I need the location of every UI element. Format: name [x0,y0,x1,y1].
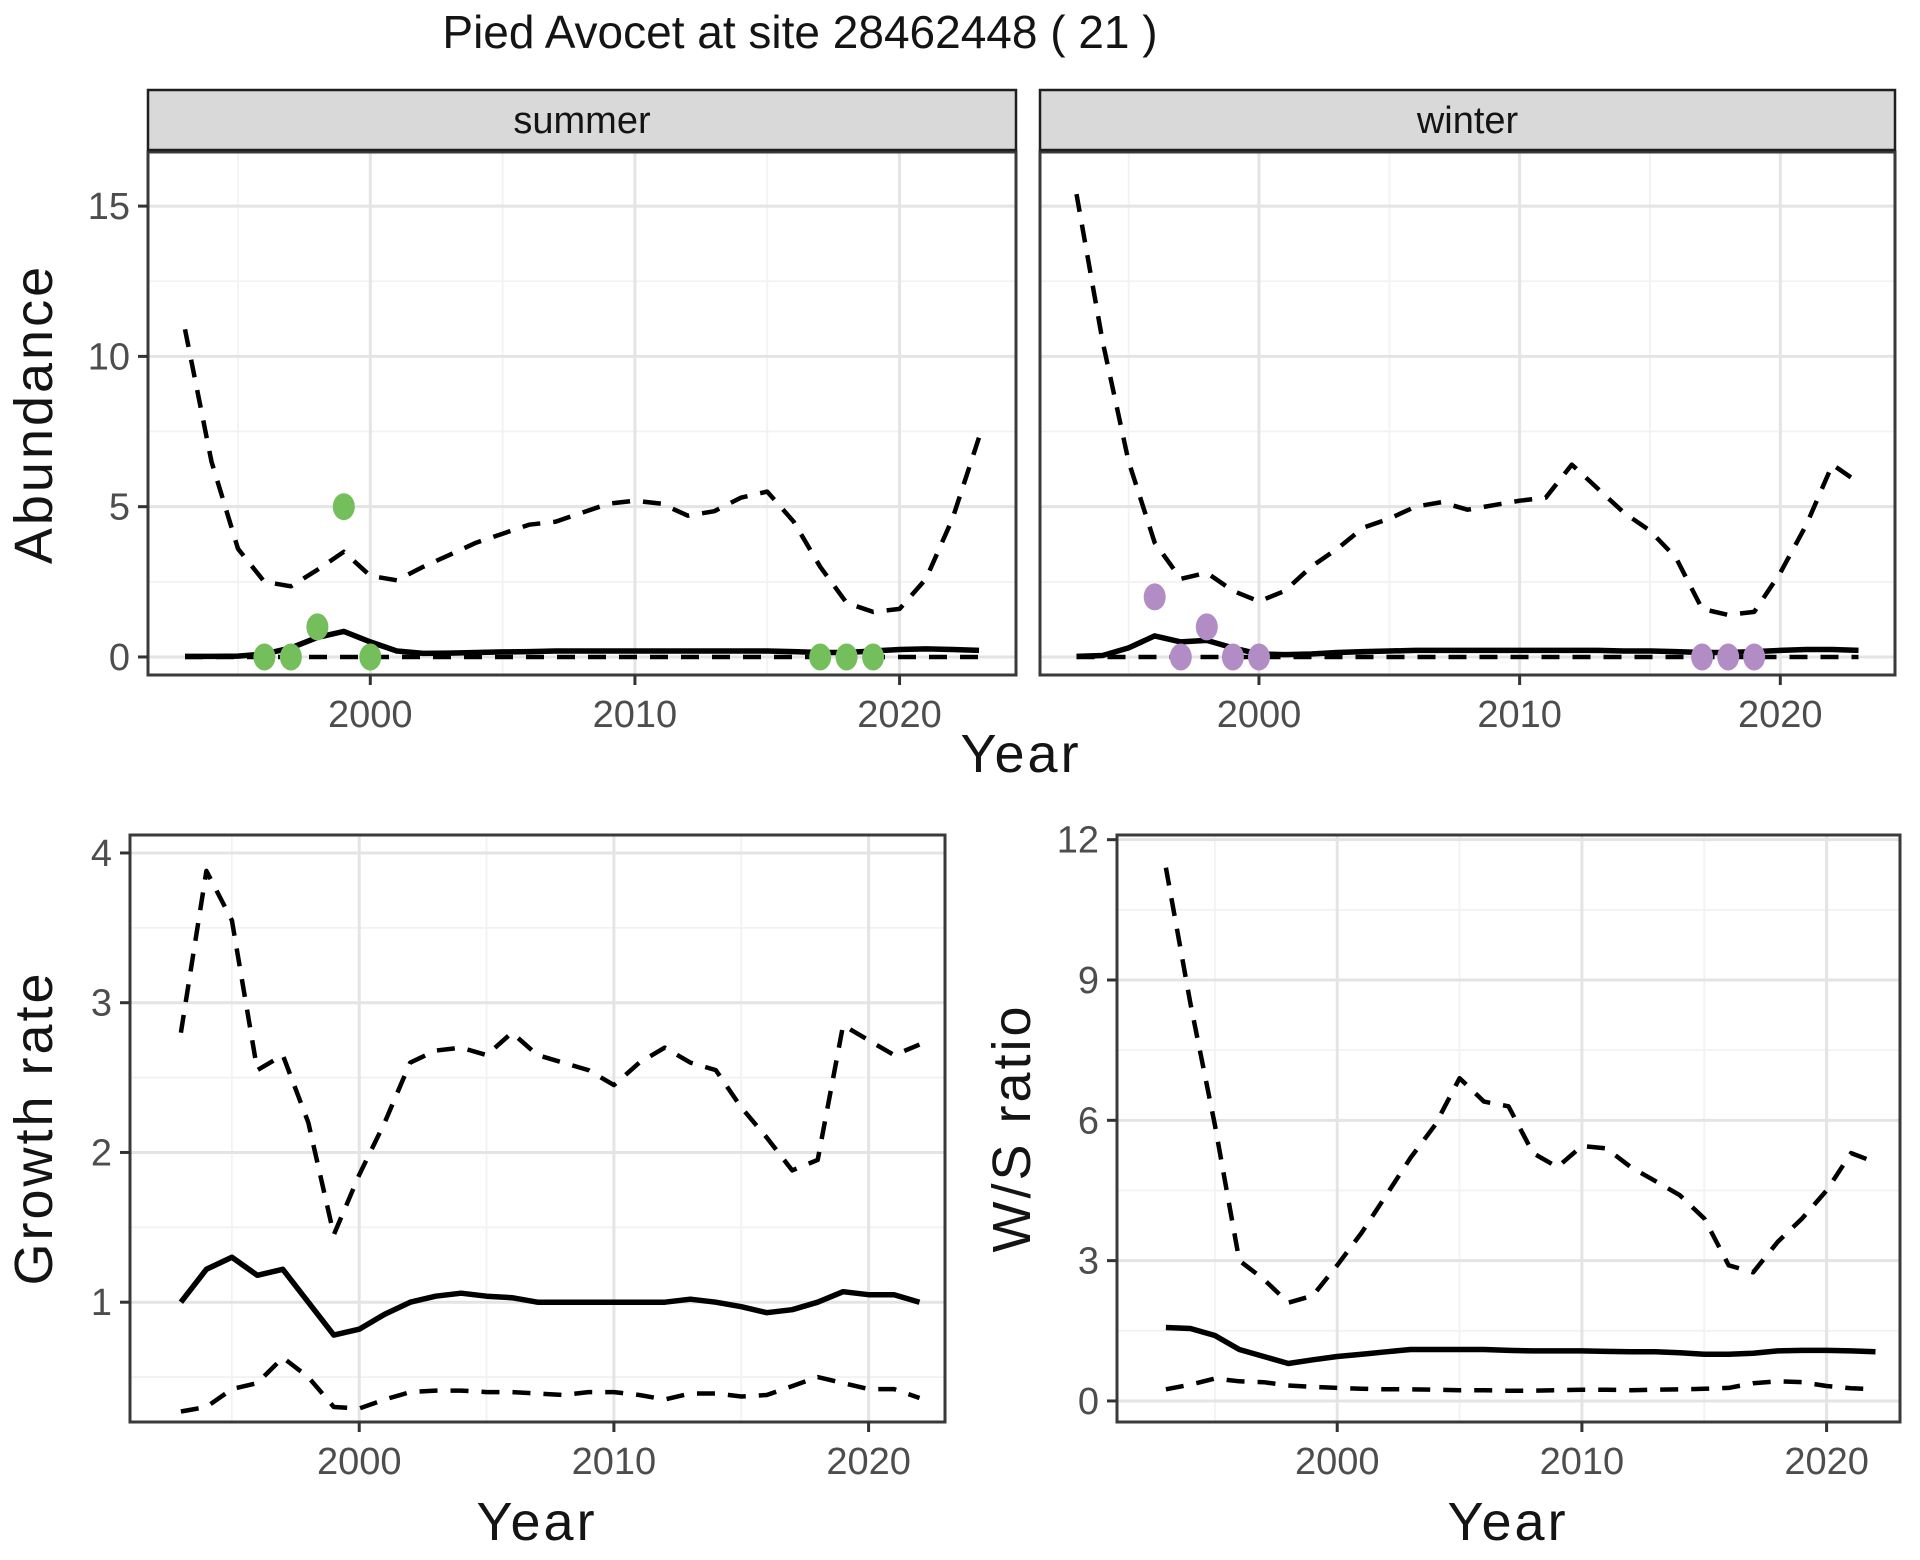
series-lower-credible-interval [180,1355,921,1414]
y-tick-label: 10 [88,336,130,378]
data-point [1717,643,1740,671]
data-point [1195,613,1218,641]
data-point [279,643,302,671]
data-point [809,643,832,671]
year-axis-title-top: Year [960,724,1081,784]
data-point [1143,583,1166,611]
data-point [1169,643,1192,671]
panel-growth-rate: 2000 2010 2020 1 2 3 4 [91,833,947,1483]
panel-border [1115,833,1902,1424]
facet-strip [1038,88,1897,152]
y-tick-label: 9 [1078,960,1099,1002]
series-upper-credible-interval [1163,867,1877,1305]
series-median-estimate [1165,1324,1876,1367]
growth-rate-axis-title: Growth rate [4,970,64,1285]
x-tick-label: 2010 [593,694,678,736]
data-point [253,643,276,671]
series-upper-credible-interval [182,328,982,615]
x-tick-label: 2020 [826,1441,911,1483]
series-median-estimate [1076,633,1859,660]
facet-strip [146,88,1018,152]
data-point [306,613,329,641]
data-point [862,643,885,671]
abundance-axis-title: Abundance [4,264,64,564]
ws-ratio-axis-title: W/S ratio [982,1003,1042,1252]
x-tick-label: 2010 [1477,694,1562,736]
series-upper-credible-interval [178,868,921,1238]
panel-abundance-winter: winter 2000 2010 2020 [1038,88,1897,736]
y-tick-label: 5 [109,487,130,529]
y-tick-label: 0 [1078,1381,1099,1423]
data-point [1248,643,1270,671]
data-point [359,643,382,671]
facet-strip-label: summer [513,100,651,142]
y-tick-label: 3 [1078,1241,1099,1283]
y-tick-label: 3 [91,983,112,1025]
series-median-estimate [185,628,980,660]
panel-abundance-summer: summer 2000 2010 2020 0 5 10 15 [88,88,1018,736]
y-tick-label: 0 [109,637,130,679]
panel-border [146,150,1018,677]
data-point [1221,643,1244,671]
data-point [332,493,355,521]
data-point [1691,643,1714,671]
facet-strip-label: winter [1416,100,1519,142]
y-tick-label: 15 [88,186,130,228]
y-tick-label: 6 [1078,1100,1099,1142]
x-tick-label: 2000 [328,694,413,736]
data-point [1743,643,1766,671]
data-point [835,643,858,671]
x-tick-label: 2000 [1295,1441,1380,1483]
figure-title: Pied Avocet at site 28462448 ( 21 ) [442,6,1157,58]
x-tick-label: 2010 [572,1441,657,1483]
series-median-estimate [178,1254,921,1338]
x-tick-label: 2000 [317,1441,402,1483]
panel-border [1038,150,1897,677]
y-tick-label: 1 [91,1282,112,1324]
year-axis-title-bottom-right: Year [1447,1492,1568,1552]
x-tick-label: 2000 [1217,694,1302,736]
x-tick-label: 2020 [1784,1441,1869,1483]
series-upper-credible-interval [1074,193,1860,618]
series-lower-credible-interval [1165,1376,1876,1393]
y-tick-label: 2 [91,1132,112,1174]
year-axis-title-bottom-left: Year [476,1492,597,1552]
x-tick-label: 2010 [1540,1441,1625,1483]
x-tick-label: 2020 [857,694,942,736]
x-tick-label: 2020 [1738,694,1823,736]
y-tick-label: 4 [91,833,112,875]
panel-ws-ratio: 2000 2010 2020 0 3 6 9 12 [1057,820,1902,1483]
panel-border [128,833,947,1424]
y-tick-label: 12 [1057,820,1099,862]
